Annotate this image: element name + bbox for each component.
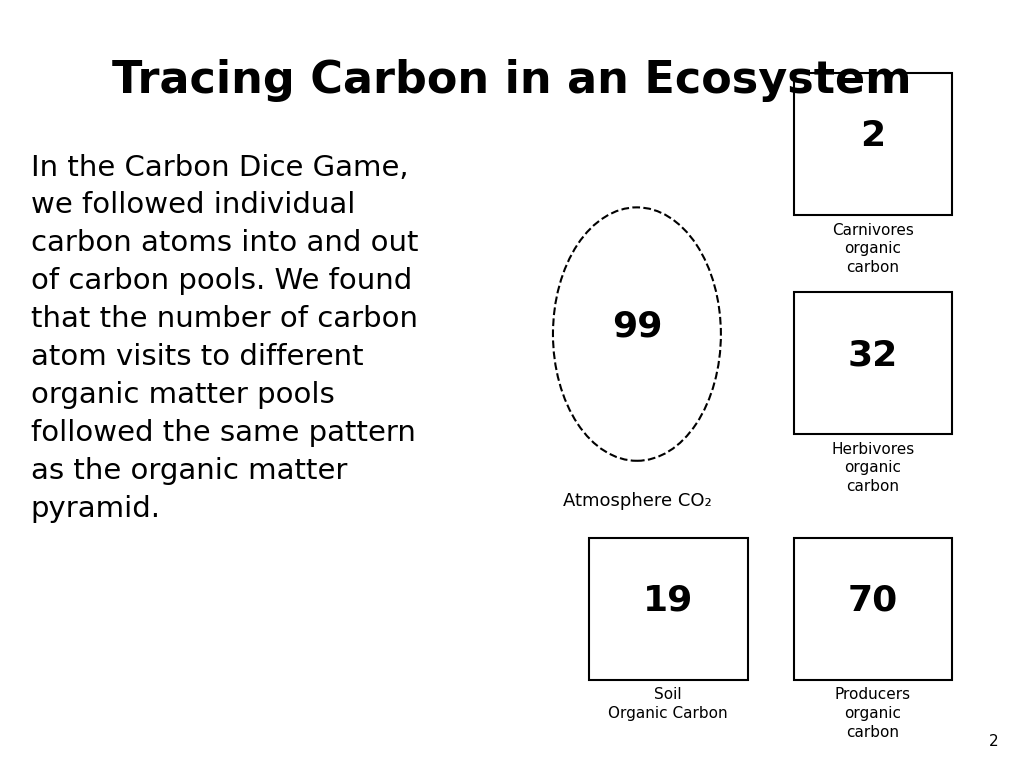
Text: Atmosphere CO₂: Atmosphere CO₂ [562, 492, 712, 509]
Text: 2: 2 [860, 119, 886, 154]
Text: 19: 19 [643, 584, 693, 618]
Text: 70: 70 [848, 584, 898, 618]
Text: In the Carbon Dice Game,
we followed individual
carbon atoms into and out
of car: In the Carbon Dice Game, we followed ind… [31, 154, 418, 523]
Text: Tracing Carbon in an Ecosystem: Tracing Carbon in an Ecosystem [113, 59, 911, 102]
Text: 2: 2 [989, 733, 998, 749]
Text: 99: 99 [611, 310, 663, 343]
Text: Producers
organic
carbon: Producers organic carbon [835, 687, 911, 740]
Text: Herbivores
organic
carbon: Herbivores organic carbon [831, 442, 914, 494]
Text: 32: 32 [848, 338, 898, 372]
Text: Soil
Organic Carbon: Soil Organic Carbon [608, 687, 728, 721]
Text: Carnivores
organic
carbon: Carnivores organic carbon [833, 223, 913, 275]
